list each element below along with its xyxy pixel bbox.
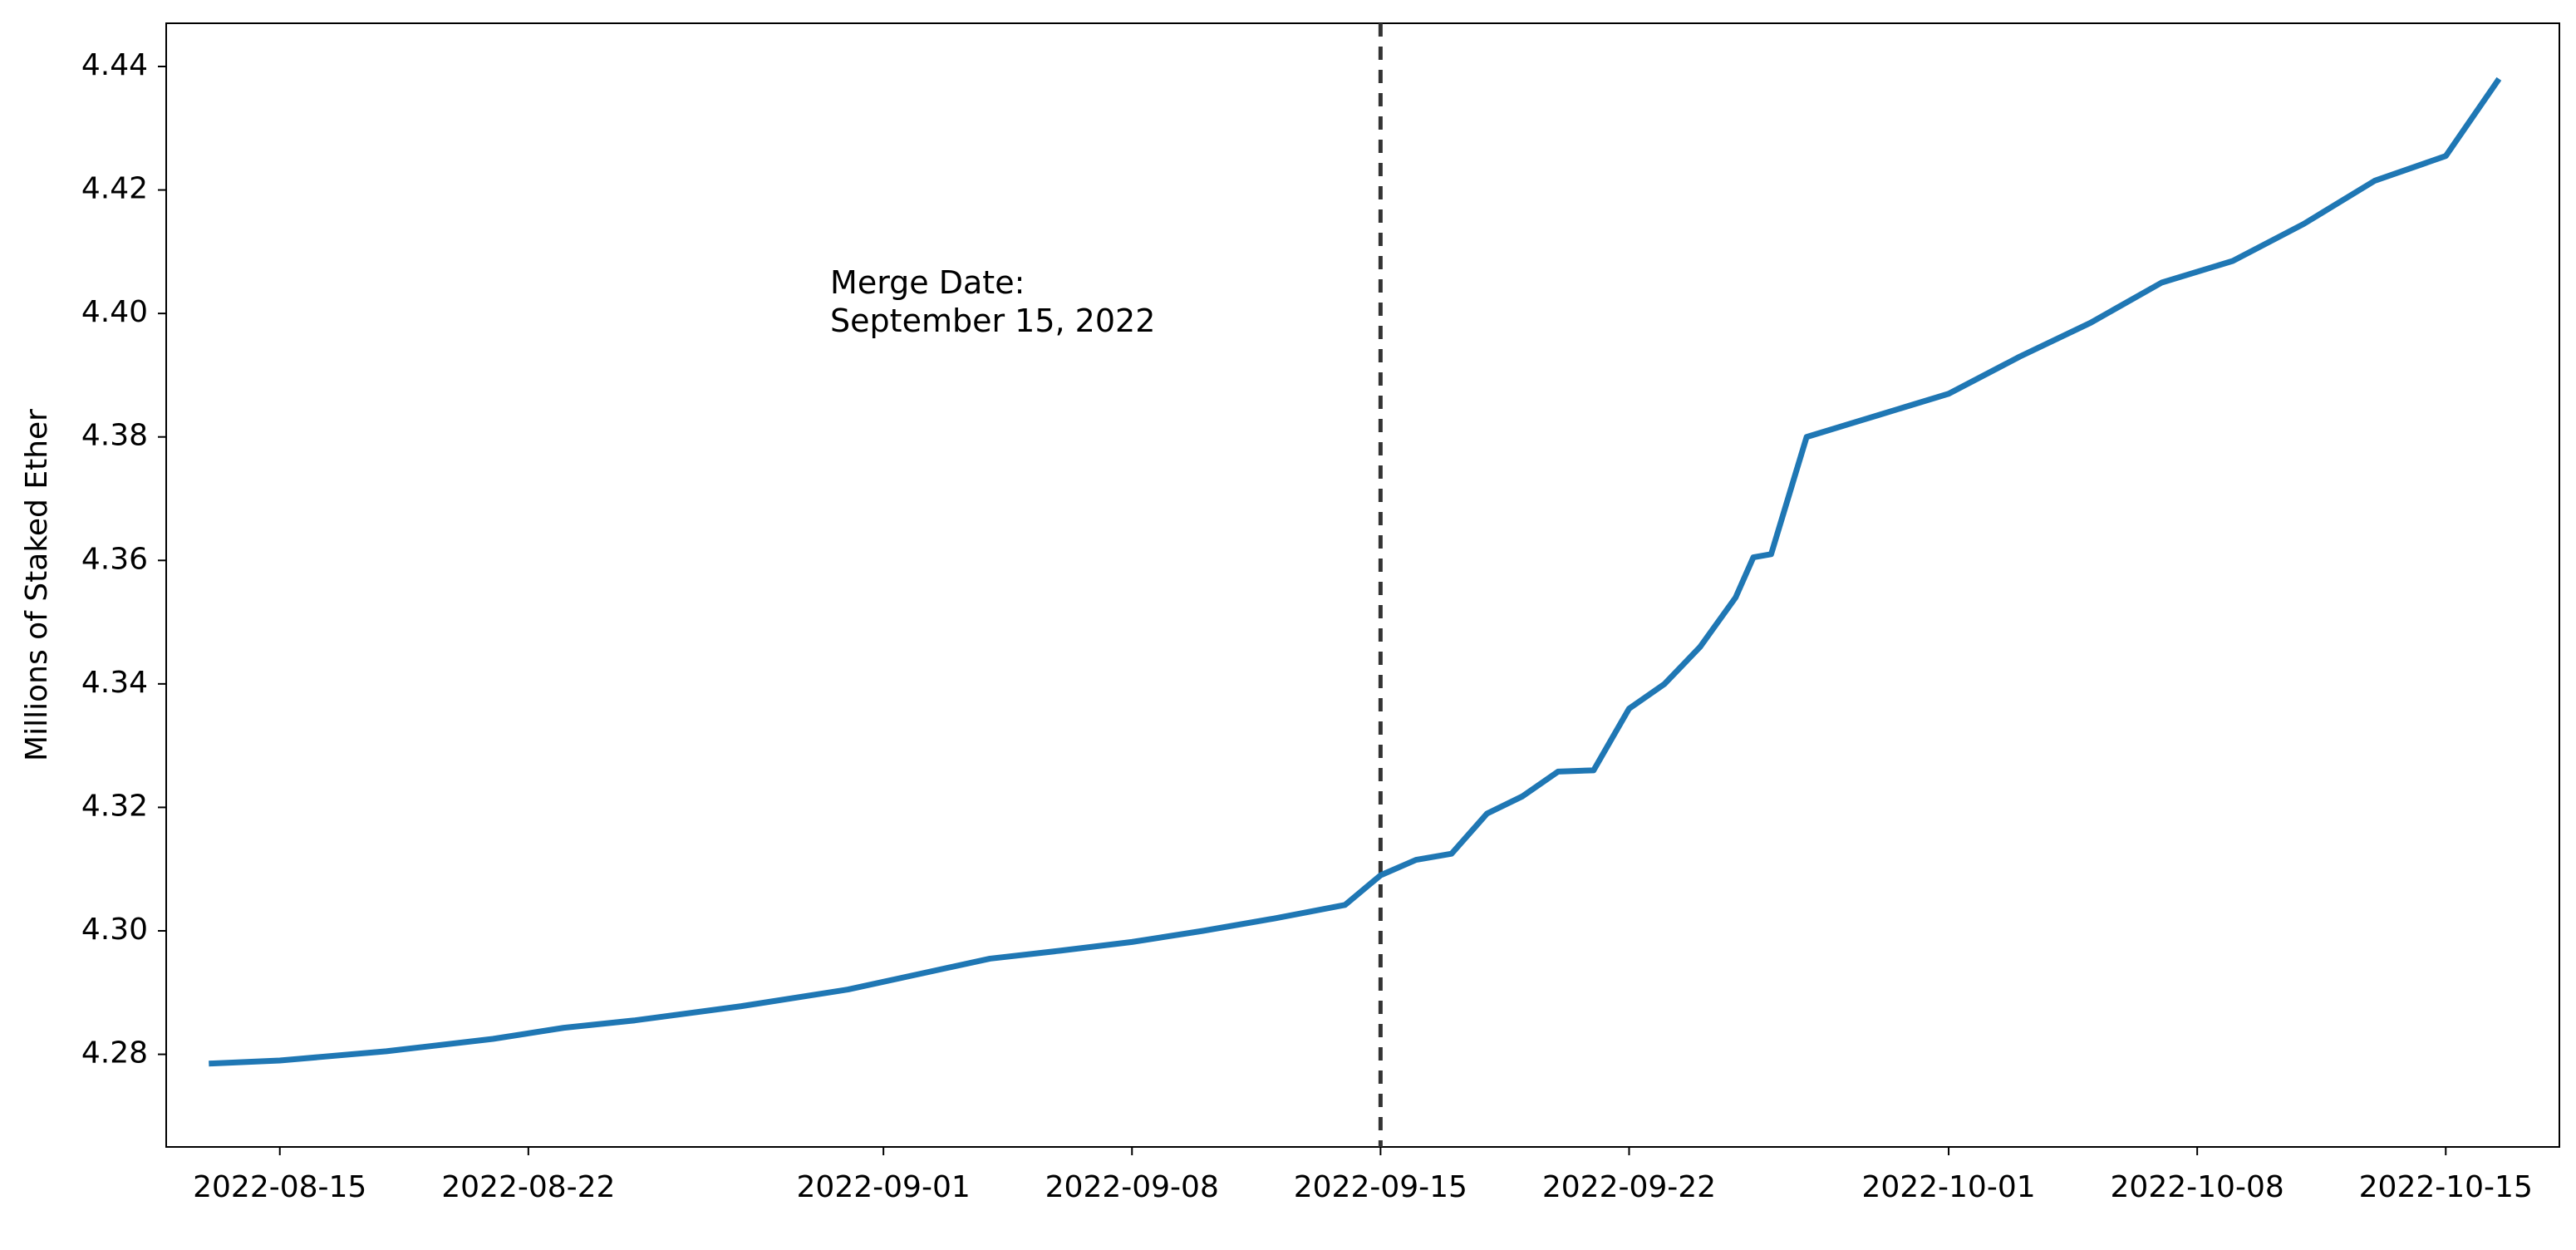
x-tick-label: 2022-09-15 (1294, 1170, 1467, 1204)
y-tick-label: 4.32 (81, 789, 148, 823)
x-tick-label: 2022-08-15 (193, 1170, 366, 1204)
y-tick-label: 4.30 (81, 913, 148, 947)
merge-annotation: September 15, 2022 (830, 303, 1155, 339)
chart-background (0, 0, 2576, 1250)
line-chart: 4.28 4.30 4.32 4.34 4.36 4.38 4.40 4.42 4.44 2022… (0, 0, 2576, 1250)
y-tick-label: 4.28 (81, 1036, 148, 1070)
y-tick-label: 4.38 (81, 419, 148, 453)
y-tick-label: 4.42 (81, 172, 148, 206)
x-tick-label: 2022-09-22 (1542, 1170, 1716, 1204)
merge-annotation: Merge Date: (830, 264, 1025, 301)
x-tick-label: 2022-10-01 (1861, 1170, 2035, 1204)
y-tick-label: 4.36 (81, 542, 148, 576)
x-tick-label: 2022-10-08 (2111, 1170, 2284, 1204)
x-tick-label: 2022-08-22 (441, 1170, 615, 1204)
x-tick-label: 2022-10-15 (2359, 1170, 2533, 1204)
x-tick-label: 2022-09-01 (797, 1170, 971, 1204)
x-tick-label: 2022-09-08 (1045, 1170, 1219, 1204)
y-tick-label: 4.44 (81, 48, 148, 82)
y-tick-label: 4.40 (81, 295, 148, 329)
y-axis-label: Millions of Staked Ether (20, 409, 54, 761)
chart-container: 4.28 4.30 4.32 4.34 4.36 4.38 4.40 4.42 4.44 2022… (0, 0, 2576, 1250)
y-tick-label: 4.34 (81, 666, 148, 700)
